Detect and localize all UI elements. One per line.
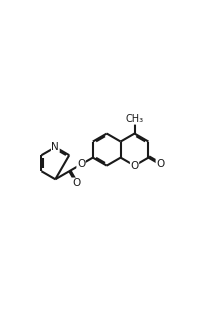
Text: O: O (130, 161, 138, 171)
Text: O: O (72, 178, 80, 188)
Text: CH₃: CH₃ (125, 114, 143, 124)
Text: O: O (155, 160, 164, 170)
Text: O: O (77, 160, 85, 170)
Text: N: N (51, 142, 59, 152)
